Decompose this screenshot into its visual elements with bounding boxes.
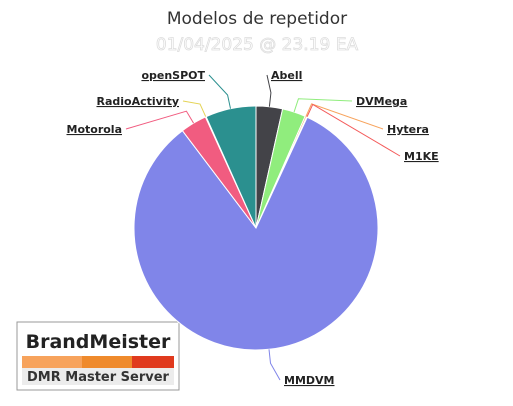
logo-title: BrandMeister [26,331,171,353]
pie-slice [133,116,379,351]
connector [268,349,281,381]
slice-label: MMDVM [284,374,334,387]
connector [208,74,231,109]
slice-label: DVMega [356,95,407,108]
connector [182,100,207,118]
logo: BrandMeister DMR Master Server [16,321,180,391]
pie-slice [205,105,257,229]
slice-label: openSPOT [141,69,205,82]
chart-subtitle: 01/04/2025 @ 23.19 EA [156,35,359,55]
slice-label: Abell [271,69,302,82]
slice-label: M1KE [404,150,439,163]
connector [305,103,384,130]
connector [293,98,353,113]
logo-bar [22,356,82,368]
slice-label: Motorola [67,123,123,136]
chart-title: Modelos de repetidor [167,9,347,29]
connector [266,74,272,107]
logo-bar [82,356,132,368]
slice-label: Hytera [387,123,429,136]
connector [125,110,194,130]
connector [306,103,401,157]
logo-band [22,368,174,385]
slice-label: RadioActivity [96,95,179,108]
logo-bar [132,356,174,368]
logo-subtitle: DMR Master Server [27,370,170,385]
